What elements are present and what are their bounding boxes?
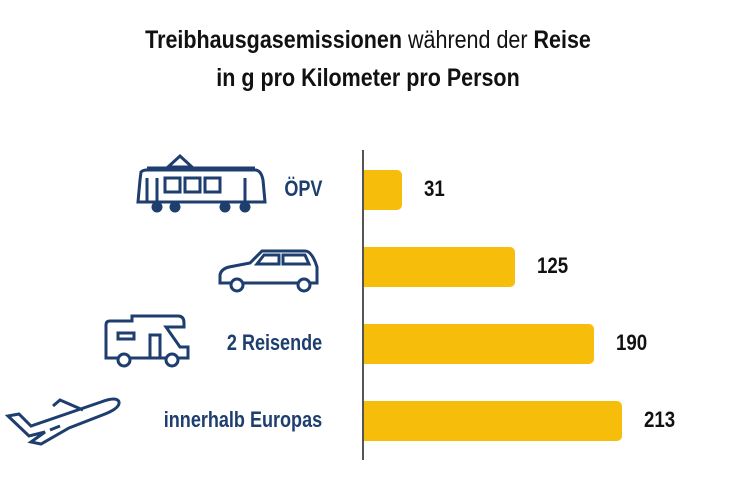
- airplane-icon: [5, 397, 121, 446]
- chart-title-line2: in g pro Kilometer pro Person: [216, 64, 520, 92]
- bar-3: [364, 401, 622, 441]
- camper-van-icon: [104, 314, 190, 368]
- data-label: 213: [643, 407, 675, 432]
- chart-title-line1: Treibhausgasemissionen während der Reise: [145, 26, 591, 54]
- bar-1: [364, 247, 516, 287]
- car-icon: [218, 249, 319, 293]
- category-label: innerhalb Europas: [163, 407, 322, 432]
- bar-2: [364, 324, 594, 364]
- tram-icon: [136, 153, 267, 213]
- data-label: 125: [537, 253, 569, 278]
- data-label: 190: [615, 330, 648, 355]
- data-label: 31: [423, 176, 445, 201]
- y-axis-line: [362, 150, 364, 460]
- bar-0: [364, 170, 402, 210]
- category-label: 2 Reisende: [226, 330, 322, 355]
- category-label: ÖPV: [283, 176, 322, 201]
